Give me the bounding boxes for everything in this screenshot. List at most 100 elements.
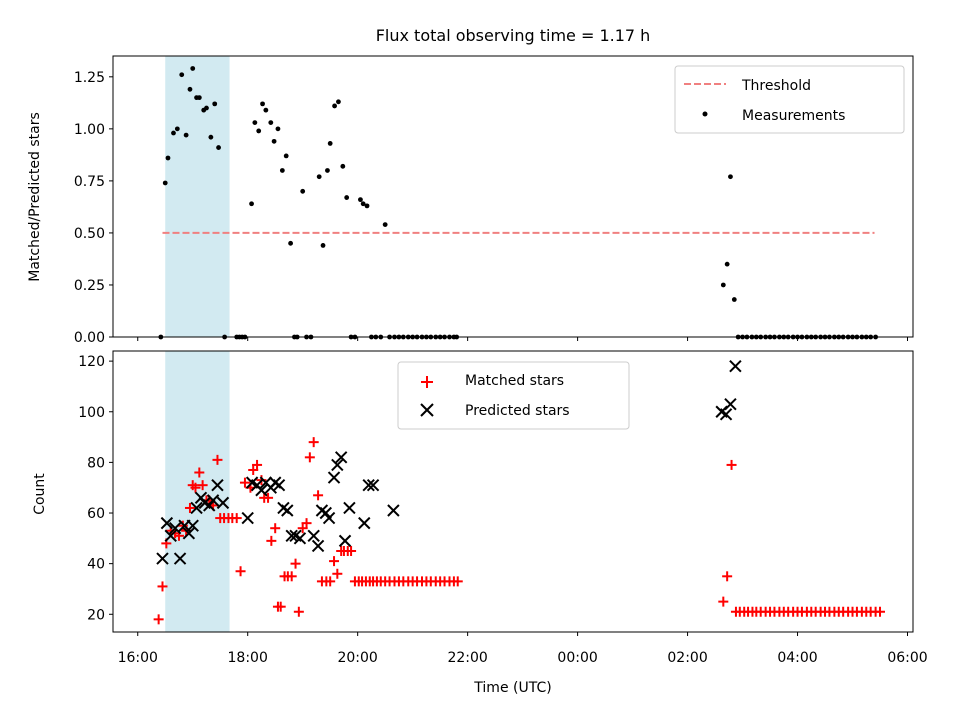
x-axis-label: Time (UTC)	[473, 680, 551, 696]
top-y-tick-label: 0.50	[74, 226, 105, 242]
top-x-ticks	[137, 337, 909, 341]
top-y-axis-label: Matched/Predicted stars	[27, 112, 43, 282]
x-tick-label: 06:00	[887, 650, 927, 666]
predicted-star-marker	[156, 552, 169, 565]
observing-span-shade-top	[165, 56, 230, 337]
predicted-star-marker	[729, 359, 742, 373]
predicted-star-marker	[281, 504, 294, 517]
predicted-star-marker	[366, 478, 380, 492]
top-y-tick-label: 0.00	[74, 330, 105, 346]
measurement-point	[300, 188, 306, 194]
predicted-star-marker	[307, 529, 320, 543]
x-tick-label: 20:00	[337, 650, 377, 666]
matched-star-marker	[235, 566, 246, 577]
matched-star-marker	[263, 492, 274, 503]
measurement-point	[325, 168, 330, 173]
matched-star-marker	[248, 464, 259, 475]
matched-star-marker	[286, 571, 297, 582]
measurement-point	[187, 86, 193, 92]
measurement-point	[249, 201, 254, 207]
x-tick-label: 18:00	[228, 650, 268, 666]
matched-star-marker	[722, 571, 733, 582]
figure-title: Flux total observing time = 1.17 h	[376, 26, 651, 45]
predicted-star-marker	[719, 408, 733, 421]
predicted-star-marker	[322, 511, 336, 525]
predicted-star-marker	[311, 539, 325, 553]
measurement-point	[208, 134, 214, 140]
measurement-point	[320, 243, 326, 248]
predicted-star-marker	[173, 552, 187, 565]
measurement-point	[279, 168, 285, 173]
measurement-point	[260, 101, 265, 107]
measurement-point	[364, 203, 370, 209]
top-legend: Threshold Measurements	[674, 65, 905, 134]
measurement-point	[316, 174, 322, 180]
bottom-axes-frame	[112, 350, 914, 633]
matched-star-marker	[325, 576, 336, 587]
predicted-star-marker	[387, 504, 400, 517]
bottom-y-axis-label: Count	[32, 473, 48, 515]
matched-star-marker	[157, 581, 168, 592]
measurement-point	[263, 107, 269, 113]
predicted-star-marker	[241, 511, 254, 525]
measurement-point	[271, 138, 277, 144]
measurement-point	[724, 261, 730, 267]
measurement-point	[268, 120, 274, 126]
legend-predicted-swatch	[420, 403, 434, 417]
matched-star-marker	[313, 490, 324, 501]
top-axes-frame	[112, 55, 914, 338]
predicted-star-marker	[206, 494, 220, 507]
matched-star-marker	[301, 518, 312, 529]
measurement-point	[196, 95, 202, 101]
predicted-star-marker	[334, 451, 348, 464]
measurement-point	[731, 297, 737, 302]
legend-predicted-label: Predicted stars	[465, 403, 570, 419]
measurement-point	[190, 66, 196, 71]
measurement-point	[382, 222, 388, 228]
matched-star-marker	[239, 477, 250, 488]
bottom-y-tick-label: 20	[87, 607, 105, 623]
measurement-point	[332, 103, 337, 109]
matched-star-marker	[197, 480, 208, 491]
measurement-point	[183, 132, 189, 138]
bottom-y-tick-label: 80	[87, 455, 105, 471]
legend-threshold-label: Threshold	[741, 78, 811, 94]
matched-star-marker	[190, 482, 201, 493]
predicted-star-marker	[358, 516, 371, 530]
bottom-legend: Matched stars Predicted stars	[397, 361, 630, 430]
bottom-y-tick-label: 40	[87, 557, 105, 573]
x-tick-label: 22:00	[447, 650, 487, 666]
matched-star-marker	[275, 601, 286, 612]
predicted-star-marker	[160, 516, 174, 530]
top-y-ticks: 0.00 0.25 0.50 0.75 1.00 1.25	[74, 70, 113, 346]
predicted-star-marker	[327, 471, 341, 484]
matched-star-marker	[177, 520, 188, 531]
x-tick-label: 04:00	[777, 650, 817, 666]
measurement-point	[174, 126, 180, 132]
measurement-point	[179, 72, 185, 78]
matched-star-markers	[153, 437, 886, 625]
predicted-star-marker	[343, 501, 356, 515]
legend-measurements-label: Measurements	[742, 108, 845, 124]
top-y-tick-label: 1.25	[74, 70, 105, 86]
matched-star-marker	[332, 568, 343, 579]
predicted-star-marker	[272, 478, 286, 492]
measurement-point	[720, 282, 726, 288]
predicted-star-marker	[724, 397, 737, 411]
observing-span-shade-bottom	[165, 351, 230, 632]
measurement-point	[283, 153, 289, 159]
matched-star-marker	[290, 558, 301, 569]
predicted-star-marker	[285, 529, 298, 543]
matched-star-marker	[212, 454, 223, 465]
matched-star-marker	[726, 459, 737, 470]
predicted-star-marker	[182, 527, 196, 540]
measurement-point	[162, 180, 168, 186]
bottom-x-ticks: 16:00 18:00 20:00 22:00 00:00 02:00 04:00 06:00	[118, 632, 928, 666]
matched-star-marker	[304, 452, 315, 463]
measurement-point	[288, 240, 293, 246]
predicted-star-marker	[211, 478, 224, 492]
x-tick-label: 16:00	[118, 650, 158, 666]
predicted-star-marker	[190, 501, 203, 515]
measurement-point	[360, 201, 366, 207]
